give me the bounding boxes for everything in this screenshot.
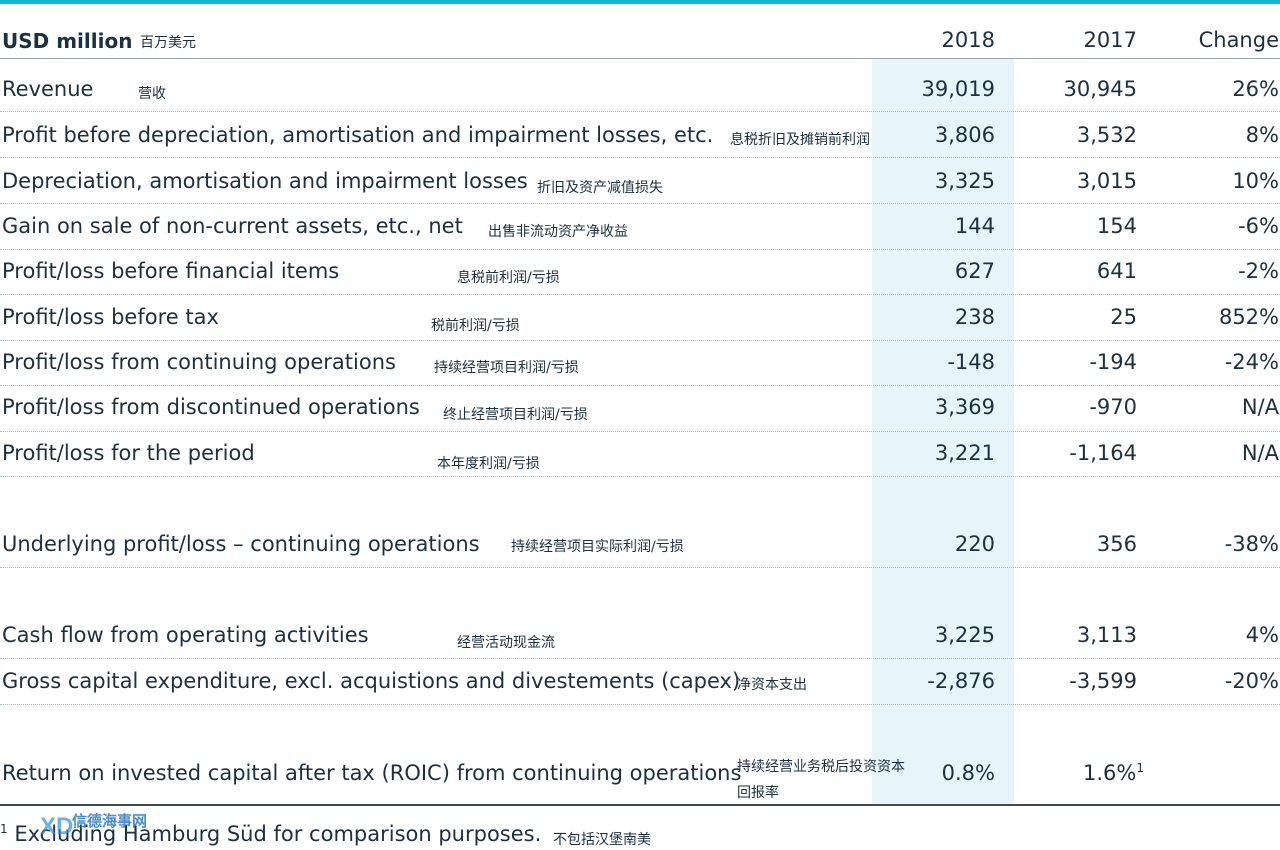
value-2018: -148 — [947, 350, 995, 374]
row-label-cn-line2: 回报率 — [737, 785, 779, 801]
xd-logo-icon: XD 信德海事网 — [40, 808, 160, 842]
table-row: Revenue 营收 39,019 30,945 26% — [0, 66, 1280, 112]
value-2018: 39,019 — [921, 77, 995, 101]
row-label-cn: 持续经营项目实际利润/亏损 — [511, 539, 684, 555]
table-row: Gain on sale of non-current assets, etc.… — [0, 204, 1280, 250]
value-change: -2% — [1238, 259, 1279, 283]
value-2017: 154 — [1096, 214, 1137, 238]
svg-text:XD: XD — [40, 813, 73, 840]
row-label: Profit/loss before tax — [2, 305, 219, 329]
row-label-cn: 持续经营业务税后投资资本 — [737, 759, 905, 775]
value-2018: 220 — [954, 532, 995, 556]
table-row: Profit/loss before financial items 息税前利润… — [0, 249, 1280, 295]
row-label: Profit/loss from discontinued operations — [2, 395, 420, 419]
row-label: Profit/loss before financial items — [2, 259, 340, 283]
value-change: -24% — [1224, 350, 1279, 374]
value-2018: 3,225 — [934, 623, 995, 647]
value-2017: 30,945 — [1063, 77, 1137, 101]
value-change: N/A — [1241, 441, 1279, 465]
column-header-2017: 2017 — [1083, 28, 1137, 52]
value-change: -38% — [1224, 532, 1279, 556]
row-label-cn: 终止经营项目利润/亏损 — [443, 407, 588, 423]
row-label-cn: 折旧及资产减值损失 — [537, 180, 663, 196]
row-label: Profit before depreciation, amortisation… — [2, 123, 714, 147]
row-label-cn: 营收 — [138, 86, 166, 102]
unit-label-cn: 百万美元 — [140, 35, 196, 51]
table-row: Profit/loss from continuing operations 持… — [0, 340, 1280, 386]
table-row: Depreciation, amortisation and impairmen… — [0, 158, 1280, 204]
row-label-cn: 息税折旧及摊销前利润 — [730, 132, 870, 148]
table-row: Profit/loss for the period 本年度利润/亏损 3,22… — [0, 431, 1280, 477]
row-label-cn: 经营活动现金流 — [457, 635, 555, 651]
value-2017: -194 — [1089, 350, 1137, 374]
row-label: Profit/loss from continuing operations — [2, 350, 396, 374]
value-2017: 3,113 — [1076, 623, 1137, 647]
footnote: 1 Excluding Hamburg Süd for comparison p… — [0, 820, 1280, 850]
table-row: Profit/loss before tax 税前利润/亏损 238 25 85… — [0, 295, 1280, 341]
column-header-2018: 2018 — [941, 28, 995, 52]
value-2018: -2,876 — [927, 669, 995, 693]
table-row: Return on invested capital after tax (RO… — [0, 750, 1280, 806]
value-2017: -1,164 — [1069, 441, 1137, 465]
footnote-mark: 1 — [0, 822, 8, 836]
table-row: Gross capital expenditure, excl. acquist… — [0, 659, 1280, 705]
value-change: N/A — [1241, 395, 1279, 419]
value-2017: 1.6%1 — [1083, 761, 1144, 785]
value-change: 8% — [1245, 123, 1279, 147]
value-change: 26% — [1232, 77, 1279, 101]
row-label-cn: 税前利润/亏损 — [431, 318, 520, 334]
value-change: -6% — [1238, 214, 1279, 238]
row-label-cn: 持续经营项目利润/亏损 — [434, 360, 579, 376]
table-header: USD million 百万美元 2018 2017 Change — [0, 22, 1280, 59]
value-2018: 3,221 — [934, 441, 995, 465]
value-2018: 3,806 — [934, 123, 995, 147]
row-label: Underlying profit/loss – continuing oper… — [2, 532, 480, 556]
value-change: 10% — [1232, 169, 1279, 193]
row-label: Profit/loss for the period — [2, 441, 255, 465]
watermark-text: 信德海事网 — [72, 812, 147, 830]
row-label: Depreciation, amortisation and impairmen… — [2, 169, 528, 193]
row-label: Revenue — [2, 77, 94, 101]
row-label: Cash flow from operating activities — [2, 623, 369, 647]
value-2018: 3,325 — [934, 169, 995, 193]
row-label: Gross capital expenditure, excl. acquist… — [2, 669, 741, 693]
table-row: Profit/loss from discontinued operations… — [0, 386, 1280, 432]
value-2018: 627 — [954, 259, 995, 283]
table-row: Underlying profit/loss – continuing oper… — [0, 522, 1280, 568]
column-header-change: Change — [1198, 28, 1279, 52]
value-2017: 641 — [1096, 259, 1137, 283]
footnote-ref: 1 — [1136, 761, 1144, 775]
value-2017: 3,532 — [1076, 123, 1137, 147]
value-2017: -3,599 — [1069, 669, 1137, 693]
table-row: Cash flow from operating activities 经营活动… — [0, 613, 1280, 659]
value-2017: 356 — [1096, 532, 1137, 556]
row-label-cn: 息税前利润/亏损 — [457, 270, 560, 286]
footnote-text: 1 Excluding Hamburg Süd for comparison p… — [0, 822, 542, 846]
value-2018: 144 — [954, 214, 995, 238]
value-2018: 0.8% — [941, 761, 995, 785]
top-accent-bar — [0, 0, 1280, 4]
footnote-cn: 不包括汉堡南美 — [553, 832, 651, 848]
value-change: -20% — [1224, 669, 1279, 693]
row-label-cn: 本年度利润/亏损 — [437, 456, 540, 472]
value-change: 4% — [1245, 623, 1279, 647]
value-2018: 238 — [954, 305, 995, 329]
value-2017: -970 — [1089, 395, 1137, 419]
row-label: Return on invested capital after tax (RO… — [2, 761, 742, 785]
value-change: 852% — [1218, 305, 1279, 329]
value-2017: 25 — [1110, 305, 1137, 329]
row-label-cn: 净资本支出 — [737, 677, 807, 693]
unit-label: USD million — [2, 29, 133, 53]
value-2017: 3,015 — [1076, 169, 1137, 193]
value-2018: 3,369 — [934, 395, 995, 419]
table-row: Profit before depreciation, amortisation… — [0, 112, 1280, 158]
row-label-cn: 出售非流动资产净收益 — [488, 224, 628, 240]
row-label: Gain on sale of non-current assets, etc.… — [2, 214, 463, 238]
